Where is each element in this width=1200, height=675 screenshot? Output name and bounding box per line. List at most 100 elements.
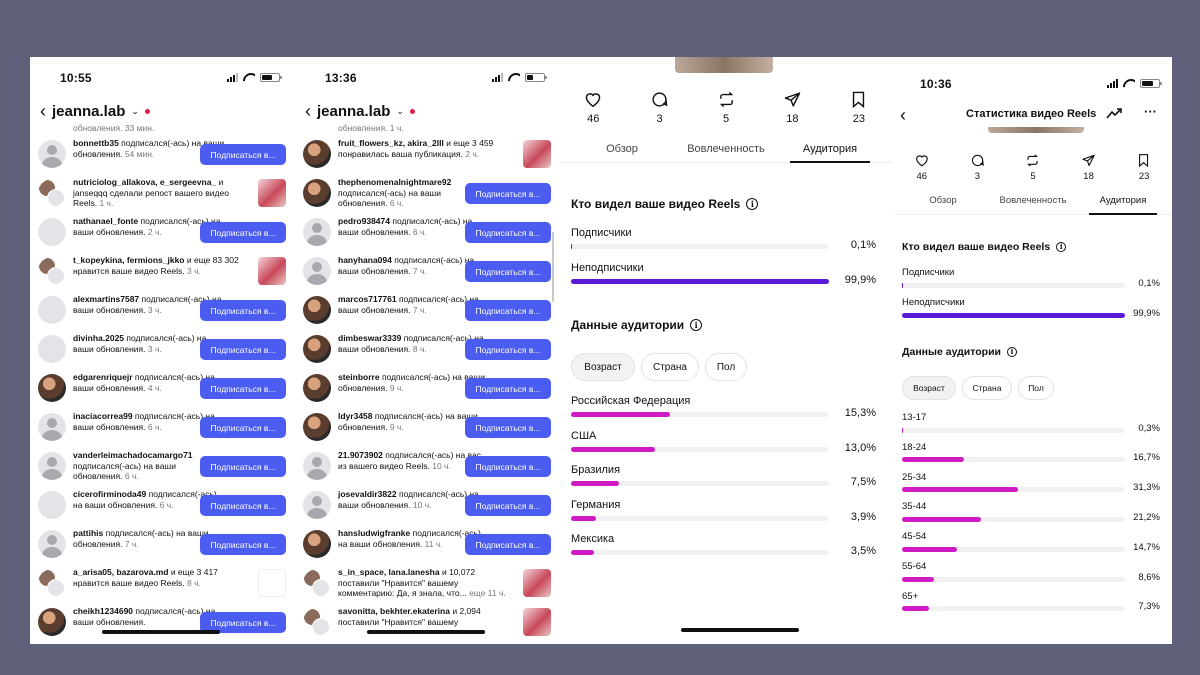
username[interactable]: edgarenriquejr xyxy=(73,372,133,382)
follow-back-button[interactable]: Подписаться в... xyxy=(465,456,551,477)
username[interactable]: josevaldir3822 xyxy=(338,489,397,499)
post-thumbnail[interactable] xyxy=(258,179,286,207)
avatar[interactable] xyxy=(303,530,331,558)
follow-back-button[interactable]: Подписаться в... xyxy=(200,534,286,555)
filter-chip-gender[interactable]: Пол xyxy=(1018,376,1054,400)
follow-back-button[interactable]: Подписаться в... xyxy=(200,339,286,360)
username[interactable]: fruit_flowers_kz, akira_2lll xyxy=(338,138,444,148)
username[interactable]: t_kopeykina, fermions_jkko xyxy=(73,255,185,265)
avatar[interactable] xyxy=(38,140,66,168)
username[interactable]: hanyhana094 xyxy=(338,255,392,265)
follow-back-button[interactable]: Подписаться в... xyxy=(465,339,551,360)
avatar[interactable] xyxy=(303,218,331,246)
avatar[interactable] xyxy=(303,569,331,597)
avatar[interactable] xyxy=(38,413,66,441)
follow-back-button[interactable]: Подписаться в... xyxy=(465,495,551,516)
filter-chip-country[interactable]: Страна xyxy=(641,353,699,381)
username[interactable]: nutriciolog_allakova, e_sergeevna_ xyxy=(73,177,217,187)
bookmark-icon[interactable] xyxy=(826,89,892,109)
username[interactable]: thephenomenalnightmare92 xyxy=(338,177,452,187)
follow-back-button[interactable]: Подписаться в... xyxy=(200,144,286,165)
follow-back-button[interactable]: Подписаться в... xyxy=(200,417,286,438)
metric-bookmark[interactable]: 23 xyxy=(1116,150,1172,182)
avatar[interactable] xyxy=(303,374,331,402)
tab-overview[interactable]: Обзор xyxy=(606,143,638,155)
username[interactable]: ldyr3458 xyxy=(338,411,373,421)
metric-repost[interactable]: 5 xyxy=(1005,150,1061,182)
follow-back-button[interactable]: Подписаться в... xyxy=(465,183,551,204)
username[interactable]: steinborre xyxy=(338,372,380,382)
send-icon[interactable] xyxy=(759,89,825,109)
tab-engagement[interactable]: Вовлеченность xyxy=(999,195,1067,206)
post-thumbnail[interactable] xyxy=(523,569,551,597)
post-thumbnail[interactable] xyxy=(523,140,551,168)
username[interactable]: jeanna.lab xyxy=(52,102,126,120)
avatar[interactable] xyxy=(303,608,331,636)
filter-chip-country[interactable]: Страна xyxy=(962,376,1012,400)
comment-icon[interactable] xyxy=(955,152,999,168)
notification-list[interactable]: обновления. 33 мин. bonnettb35 подписалс… xyxy=(30,123,292,644)
scrollbar[interactable] xyxy=(552,232,554,302)
avatar[interactable] xyxy=(38,257,66,285)
username[interactable]: vanderleimachadocamargo71 xyxy=(73,450,193,460)
more-icon[interactable]: ··· xyxy=(1144,104,1157,119)
metric-heart[interactable]: 46 xyxy=(894,150,950,182)
username[interactable]: nathanael_fonte xyxy=(73,216,139,226)
trend-icon[interactable] xyxy=(1106,106,1122,124)
avatar[interactable] xyxy=(38,218,66,246)
username[interactable]: marcos717761 xyxy=(338,294,397,304)
follow-back-button[interactable]: Подписаться в... xyxy=(465,378,551,399)
metric-send[interactable]: 18 xyxy=(1061,150,1117,182)
filter-chip-age[interactable]: Возраст xyxy=(902,376,956,400)
username[interactable]: dimbeswar3339 xyxy=(338,333,402,343)
heart-icon[interactable] xyxy=(900,152,944,168)
username[interactable]: savonitta, bekhter.ekaterina xyxy=(338,606,450,616)
follow-back-button[interactable]: Подписаться в... xyxy=(200,300,286,321)
username[interactable]: hansludwigfranke xyxy=(338,528,411,538)
avatar[interactable] xyxy=(38,608,66,636)
follow-back-button[interactable]: Подписаться в... xyxy=(200,222,286,243)
metric-comment[interactable]: 3 xyxy=(950,150,1006,182)
bookmark-icon[interactable] xyxy=(1122,152,1166,168)
post-thumbnail[interactable] xyxy=(258,569,286,597)
tab-engagement[interactable]: Вовлеченность xyxy=(687,143,765,155)
notification-list[interactable]: обновления. 1 ч. fruit_flowers_kz, akira… xyxy=(295,123,557,644)
username[interactable]: a_arisa05, bazarova.md xyxy=(73,567,169,577)
back-arrow-icon[interactable]: ‹ xyxy=(900,105,906,125)
follow-back-button[interactable]: Подписаться в... xyxy=(200,612,286,633)
chevron-down-icon[interactable]: ⌄ xyxy=(131,105,139,116)
avatar[interactable] xyxy=(38,335,66,363)
follow-back-button[interactable]: Подписаться в... xyxy=(465,534,551,555)
avatar[interactable] xyxy=(38,452,66,480)
comment-icon[interactable] xyxy=(626,89,692,109)
follow-back-button[interactable]: Подписаться в... xyxy=(465,417,551,438)
filter-chip-gender[interactable]: Пол xyxy=(705,353,747,381)
username[interactable]: inaciacorrea99 xyxy=(73,411,133,421)
tab-audience[interactable]: Аудитория xyxy=(778,143,882,163)
avatar[interactable] xyxy=(38,179,66,207)
username[interactable]: cheikh1234690 xyxy=(73,606,134,616)
username[interactable]: 21.9073902 xyxy=(338,450,383,460)
info-icon[interactable]: i xyxy=(690,319,703,331)
avatar[interactable] xyxy=(303,179,331,207)
username[interactable]: pedro938474 xyxy=(338,216,390,226)
metric-bookmark[interactable]: 23 xyxy=(826,89,892,125)
avatar[interactable] xyxy=(303,296,331,324)
avatar[interactable] xyxy=(38,374,66,402)
repost-icon[interactable] xyxy=(1011,152,1055,168)
chevron-down-icon[interactable]: ⌄ xyxy=(396,105,404,116)
username[interactable]: jeanna.lab xyxy=(317,102,391,120)
username[interactable]: s_in_space, lana.lanesha xyxy=(338,567,440,577)
avatar[interactable] xyxy=(38,569,66,597)
post-thumbnail[interactable] xyxy=(523,608,551,636)
send-icon[interactable] xyxy=(1066,152,1110,168)
filter-chip-age[interactable]: Возраст xyxy=(571,353,635,381)
info-icon[interactable]: i xyxy=(746,198,759,210)
username[interactable]: divinha.2025 xyxy=(73,333,125,343)
repost-icon[interactable] xyxy=(693,89,759,109)
follow-back-button[interactable]: Подписаться в... xyxy=(200,495,286,516)
avatar[interactable] xyxy=(38,530,66,558)
avatar[interactable] xyxy=(303,491,331,519)
avatar[interactable] xyxy=(38,296,66,324)
back-arrow-icon[interactable]: ‹ xyxy=(305,101,311,121)
